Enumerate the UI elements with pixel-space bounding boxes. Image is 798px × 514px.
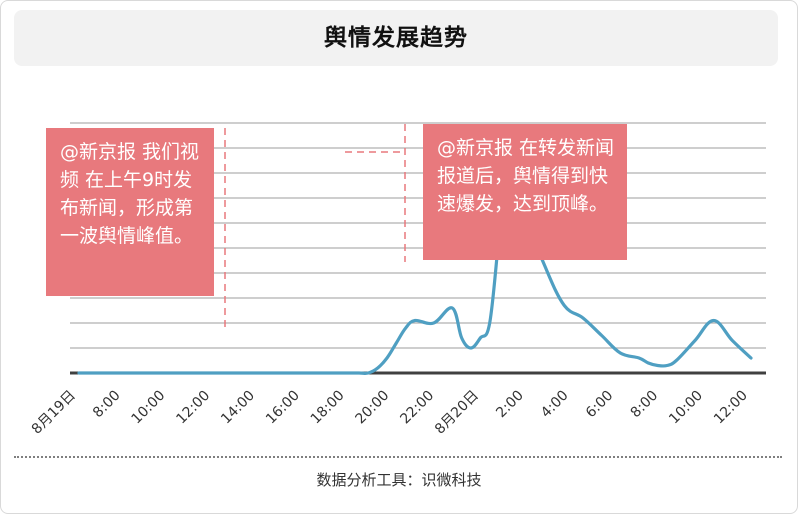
x-tick-label: 4:00 <box>538 388 572 422</box>
series-line <box>77 131 753 375</box>
title-bar: 舆情发展趋势 <box>14 10 778 66</box>
x-tick-label: 6:00 <box>583 388 617 422</box>
x-tick-label: 8:00 <box>90 388 124 422</box>
x-tick-label: 12:00 <box>173 388 213 428</box>
annotation-first-peak: @新京报 我们视频 在上午9时发布新闻，形成第一波舆情峰值。 <box>46 128 214 296</box>
x-tick-label: 20:00 <box>353 388 393 428</box>
x-tick-label: 8:00 <box>628 388 662 422</box>
annotation-top-peak: @新京报 在转发新闻报道后，舆情得到快速爆发，达到顶峰。 <box>423 124 627 260</box>
x-tick-label: 10:00 <box>666 388 706 428</box>
x-tick-label: 2:00 <box>493 388 527 422</box>
x-tick-label: 16:00 <box>263 388 303 428</box>
x-tick-label: 22:00 <box>397 388 437 428</box>
data-source: 数据分析工具：识微科技 <box>316 471 482 489</box>
annotation-guides <box>224 124 406 330</box>
x-tick-label: 14:00 <box>218 388 258 428</box>
annotation-first-peak-text: @新京报 我们视频 在上午9时发布新闻，形成第一波舆情峰值。 <box>60 141 200 247</box>
annotation-top-peak-text: @新京报 在转发新闻报道后，舆情得到快速爆发，达到顶峰。 <box>437 137 615 215</box>
x-tick-label: 12:00 <box>711 388 751 428</box>
x-tick-label: 8月20日 <box>432 388 482 438</box>
x-tick-label: 18:00 <box>308 388 348 428</box>
x-tick-label: 8月19日 <box>29 388 79 438</box>
series-layer <box>77 131 753 375</box>
footer-divider <box>14 456 782 458</box>
x-axis-ticks: 8月19日 8:00 10:00 12:00 14:00 16:00 18:00 20:00 2… <box>29 388 751 438</box>
chart-title: 舆情发展趋势 <box>324 25 468 51</box>
x-tick-label: 10:00 <box>129 388 169 428</box>
